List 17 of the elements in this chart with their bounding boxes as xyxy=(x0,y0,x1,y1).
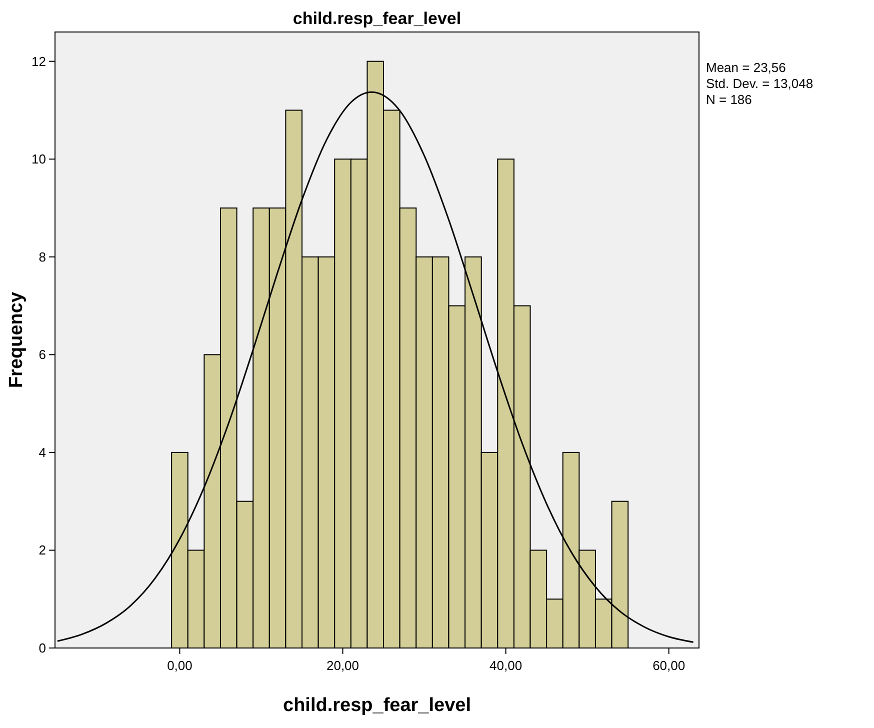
y-tick-label: 10 xyxy=(32,152,46,167)
x-tick-label: 60,00 xyxy=(652,658,686,673)
text: Std. Dev. = 13,048 xyxy=(706,76,814,91)
y-tick-label: 6 xyxy=(38,347,46,362)
chart-title: child.resp_fear_level xyxy=(292,9,462,28)
x-axis-title: child.resp_fear_level xyxy=(283,695,471,716)
y-tick-label: 12 xyxy=(32,54,46,69)
x-tick-label: 20,00 xyxy=(326,658,360,673)
text: Mean = 23,56 xyxy=(706,60,786,75)
y-axis-title: Frequency xyxy=(6,292,27,388)
y-tick-label: 0 xyxy=(38,640,46,656)
x-tick-label: 40,00 xyxy=(490,658,522,673)
y-tick-label: 8 xyxy=(38,249,46,264)
x-tick-label: 0,00 xyxy=(167,658,192,673)
y-tick-label: 4 xyxy=(38,444,46,460)
y-tick-label: 2 xyxy=(38,542,46,558)
text: N = 186 xyxy=(706,92,752,107)
